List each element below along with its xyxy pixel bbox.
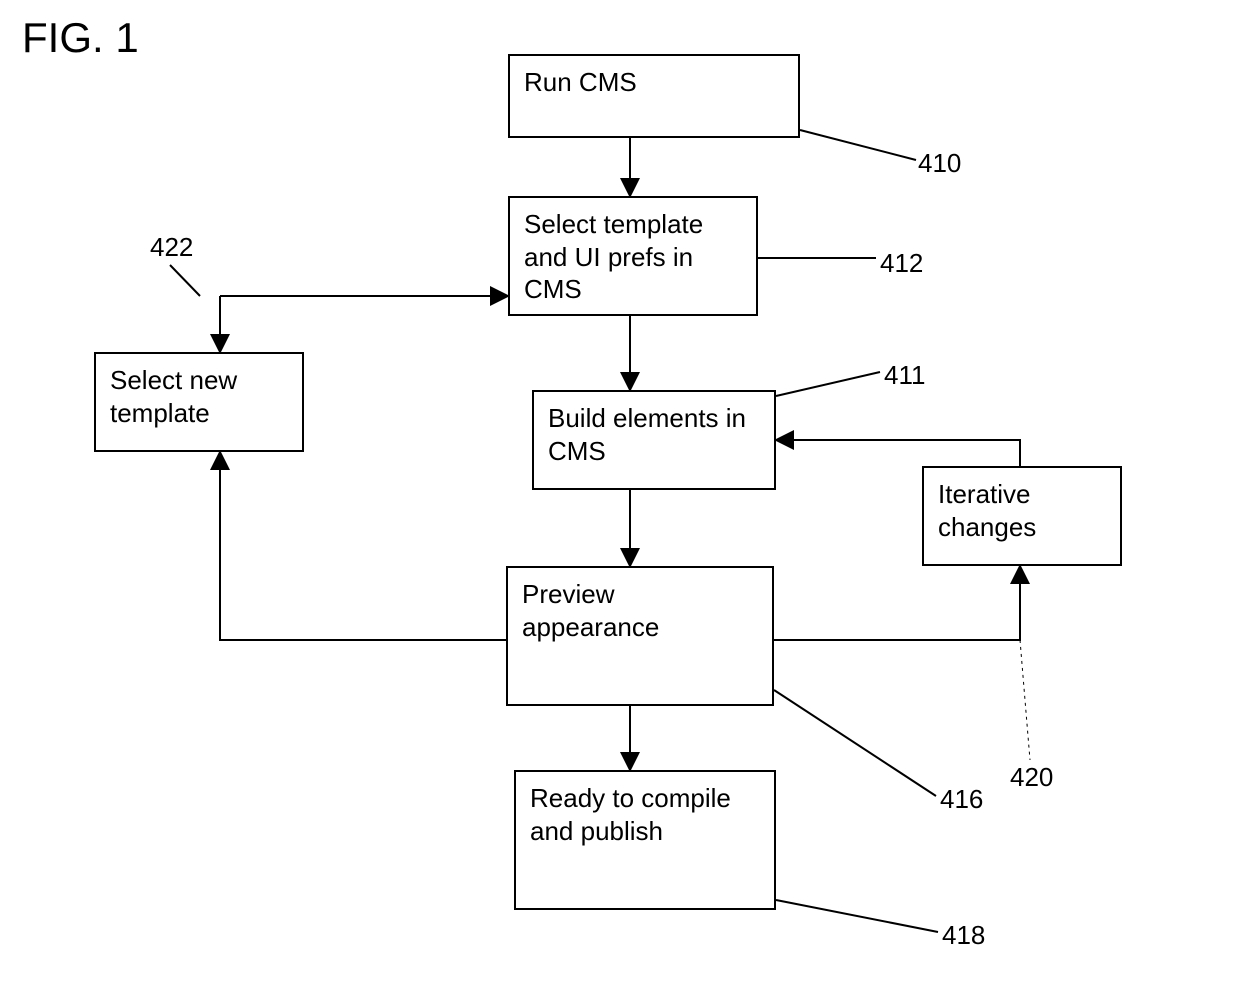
node-select-new-template: Select new template — [94, 352, 304, 452]
node-build-elements: Build elements in CMS — [532, 390, 776, 490]
node-label: Select new template — [110, 364, 288, 429]
node-run-cms: Run CMS — [508, 54, 800, 138]
node-preview-appearance: Preview appearance — [506, 566, 774, 706]
ref-label-416: 416 — [940, 784, 983, 815]
ref-label-420: 420 — [1010, 762, 1053, 793]
node-label: Select template and UI prefs in CMS — [524, 208, 742, 306]
figure-title: FIG. 1 — [22, 14, 139, 62]
ref-label-411: 411 — [884, 360, 925, 391]
node-ready-to-compile: Ready to compile and publish — [514, 770, 776, 910]
node-label: Preview appearance — [522, 578, 758, 643]
ref-label-412: 412 — [880, 248, 923, 279]
node-label: Ready to compile and publish — [530, 782, 760, 847]
node-iterative-changes: Iterative changes — [922, 466, 1122, 566]
ref-label-418: 418 — [942, 920, 985, 951]
node-label: Build elements in CMS — [548, 402, 760, 467]
ref-label-410: 410 — [918, 148, 961, 179]
node-label: Run CMS — [524, 66, 637, 99]
node-select-template: Select template and UI prefs in CMS — [508, 196, 758, 316]
ref-label-422: 422 — [150, 232, 193, 263]
node-label: Iterative changes — [938, 478, 1106, 543]
